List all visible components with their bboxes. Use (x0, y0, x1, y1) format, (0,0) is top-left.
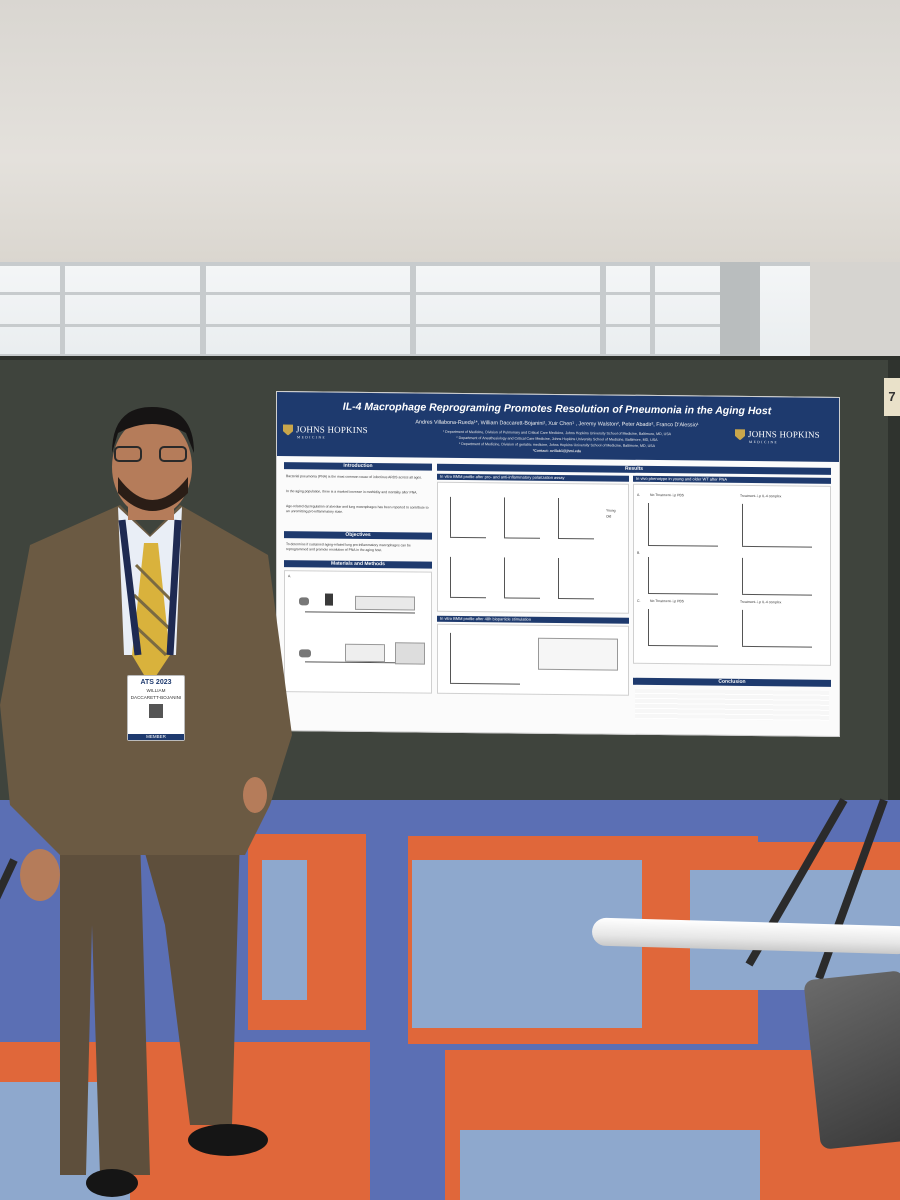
introduction-heading: Introduction (284, 462, 432, 471)
objectives-heading: Objectives (284, 531, 432, 540)
board-number-tag: 7 (884, 378, 900, 416)
window-band (0, 262, 900, 362)
legend-old: Old (606, 514, 612, 519)
badge-name-first: WILLIAM (146, 688, 166, 693)
legend-young: Young (606, 508, 616, 513)
in-vivo-charts: A. No Treatment- i.p PBS Treatment- i.p … (633, 483, 831, 666)
no-treatment-label-2: No Treatment- i.p PBS (650, 598, 684, 604)
intro-point-3: Age-related dysregulation of alveolar an… (286, 504, 429, 514)
poster-authors: Andres Villabona-Rueda¹*, William Daccar… (415, 419, 699, 429)
results-heading: Results (437, 463, 831, 475)
intro-point-2: In the aging population, there is a mark… (286, 489, 418, 495)
treatment-label-2: Treatment- i.p IL-4 complex (740, 599, 782, 605)
bag (803, 970, 900, 1150)
objectives-text: To determine if sustained aging-related … (286, 542, 411, 552)
qr-code-icon (149, 703, 163, 718)
ceiling (0, 0, 900, 265)
treatment-label-1: Treatment- i.p IL-4 complex (740, 493, 782, 499)
bioparticle-chart (437, 623, 629, 696)
in-vivo-phenotype-subheading: In vivo phenotype in young and older WT … (633, 475, 831, 484)
intro-point-1: Bacterial pneumonia (PNA) is the most co… (286, 474, 423, 480)
presenter (0, 407, 292, 1197)
in-vitro-48h-subheading: In vitro BMM profile after 48h biopartic… (437, 615, 629, 624)
badge-name-last: DACCARETT-BOJANINI (130, 695, 182, 701)
research-poster: JOHNS HOPKINS MEDICINE IL-4 Macrophage R… (276, 391, 840, 737)
methods-figure: A. (284, 570, 432, 694)
in-vitro-profile-subheading: In vitro BMM profile after pro- and anti… (437, 473, 629, 482)
materials-methods-heading: Materials and Methods (284, 560, 432, 569)
poster-title: IL-4 Macrophage Reprograming Promotes Re… (342, 400, 772, 418)
johns-hopkins-logo-right: JOHNS HOPKINS MEDICINE (735, 429, 820, 445)
shield-icon (735, 429, 745, 440)
conference-badge: ATS 2023 WILLIAM DACCARETT-BOJANINI MEMB… (127, 675, 185, 741)
conclusion-heading: Conclusion (633, 677, 831, 687)
badge-event: ATS 2023 (140, 679, 172, 686)
conclusion-text (635, 688, 829, 721)
in-vitro-bar-charts: Young Old (437, 481, 629, 614)
no-treatment-label-1: No Treatment- i.p PBS (650, 492, 684, 498)
poster-header: JOHNS HOPKINS MEDICINE IL-4 Macrophage R… (277, 392, 839, 462)
badge-role: MEMBER (128, 734, 184, 740)
